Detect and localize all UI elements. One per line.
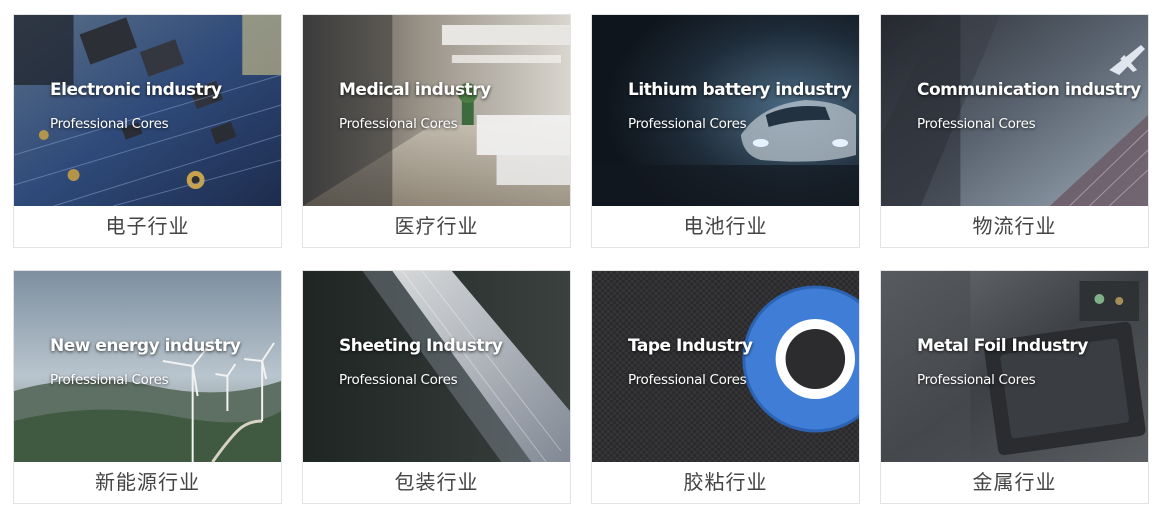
card-subtitle-en: Professional Cores	[628, 372, 747, 388]
card-overlay: Sheeting Industry Professional Cores	[339, 335, 564, 389]
industry-card-medical[interactable]: Medical industry Professional Cores 医疗行业	[302, 14, 571, 248]
industry-card-communication[interactable]: Communication industry Professional Core…	[880, 14, 1149, 248]
blue-tape-roll-graphic	[592, 271, 859, 462]
industry-card-electronic[interactable]: Electronic industry Professional Cores 电…	[13, 14, 282, 248]
card-overlay: Communication industry Professional Core…	[917, 79, 1142, 133]
industry-card-sheeting[interactable]: Sheeting Industry Professional Cores 包装行…	[302, 270, 571, 504]
card-caption-cn[interactable]: 物流行业	[972, 214, 1057, 238]
card-caption-cn[interactable]: 医疗行业	[394, 214, 479, 238]
card-overlay: Metal Foil Industry Professional Cores	[917, 335, 1142, 389]
card-title-en: Sheeting Industry	[339, 336, 503, 356]
industry-card-lithium-battery[interactable]: Lithium battery industry Professional Co…	[591, 14, 860, 248]
card-overlay: Electronic industry Professional Cores	[50, 79, 275, 133]
card-title-en: Medical industry	[339, 80, 491, 100]
card-overlay: Lithium battery industry Professional Co…	[628, 79, 853, 133]
card-title-en: Tape Industry	[628, 336, 753, 356]
industry-card-tape[interactable]: Tape Industry Professional Cores 胶粘行业	[591, 270, 860, 504]
card-subtitle-en: Professional Cores	[917, 116, 1036, 132]
card-title-en: New energy industry	[50, 336, 241, 356]
film-roll-graphic	[303, 271, 570, 462]
card-overlay: Tape Industry Professional Cores	[628, 335, 853, 389]
card-caption-cn[interactable]: 电池行业	[683, 214, 768, 238]
card-title-en: Electronic industry	[50, 80, 222, 100]
sports-car-image[interactable]: Lithium battery industry Professional Co…	[592, 15, 859, 206]
airplane-skyscraper-image[interactable]: Communication industry Professional Core…	[881, 15, 1148, 206]
circuit-board-image[interactable]: Electronic industry Professional Cores	[14, 15, 281, 206]
card-subtitle-en: Professional Cores	[50, 116, 169, 132]
card-caption-cn[interactable]: 胶粘行业	[683, 470, 768, 494]
film-roll-image[interactable]: Sheeting Industry Professional Cores	[303, 271, 570, 462]
hospital-ward-graphic	[303, 15, 570, 206]
card-title-en: Lithium battery industry	[628, 80, 852, 100]
card-subtitle-en: Professional Cores	[917, 372, 1036, 388]
card-caption-cn[interactable]: 新能源行业	[95, 470, 200, 494]
blue-tape-roll-image[interactable]: Tape Industry Professional Cores	[592, 271, 859, 462]
industry-card-metal-foil[interactable]: Metal Foil Industry Professional Cores 金…	[880, 270, 1149, 504]
sports-car-graphic	[592, 15, 859, 206]
card-overlay: Medical industry Professional Cores	[339, 79, 564, 133]
card-subtitle-en: Professional Cores	[50, 372, 169, 388]
wind-turbines-image[interactable]: New energy industry Professional Cores	[14, 271, 281, 462]
card-title-en: Communication industry	[917, 80, 1141, 100]
card-caption-cn[interactable]: 电子行业	[105, 214, 190, 238]
laptop-internals-graphic	[881, 271, 1148, 462]
card-subtitle-en: Professional Cores	[339, 372, 458, 388]
hospital-ward-image[interactable]: Medical industry Professional Cores	[303, 15, 570, 206]
card-title-en: Metal Foil Industry	[917, 336, 1088, 356]
card-overlay: New energy industry Professional Cores	[50, 335, 275, 389]
industry-card-new-energy[interactable]: New energy industry Professional Cores 新…	[13, 270, 282, 504]
card-subtitle-en: Professional Cores	[628, 116, 747, 132]
card-caption-cn[interactable]: 金属行业	[972, 470, 1057, 494]
card-subtitle-en: Professional Cores	[339, 116, 458, 132]
laptop-internals-image[interactable]: Metal Foil Industry Professional Cores	[881, 271, 1148, 462]
airplane-skyscraper-graphic	[881, 15, 1148, 206]
card-caption-cn[interactable]: 包装行业	[394, 470, 479, 494]
wind-turbines-graphic	[14, 271, 281, 462]
circuit-board-graphic	[14, 15, 281, 206]
